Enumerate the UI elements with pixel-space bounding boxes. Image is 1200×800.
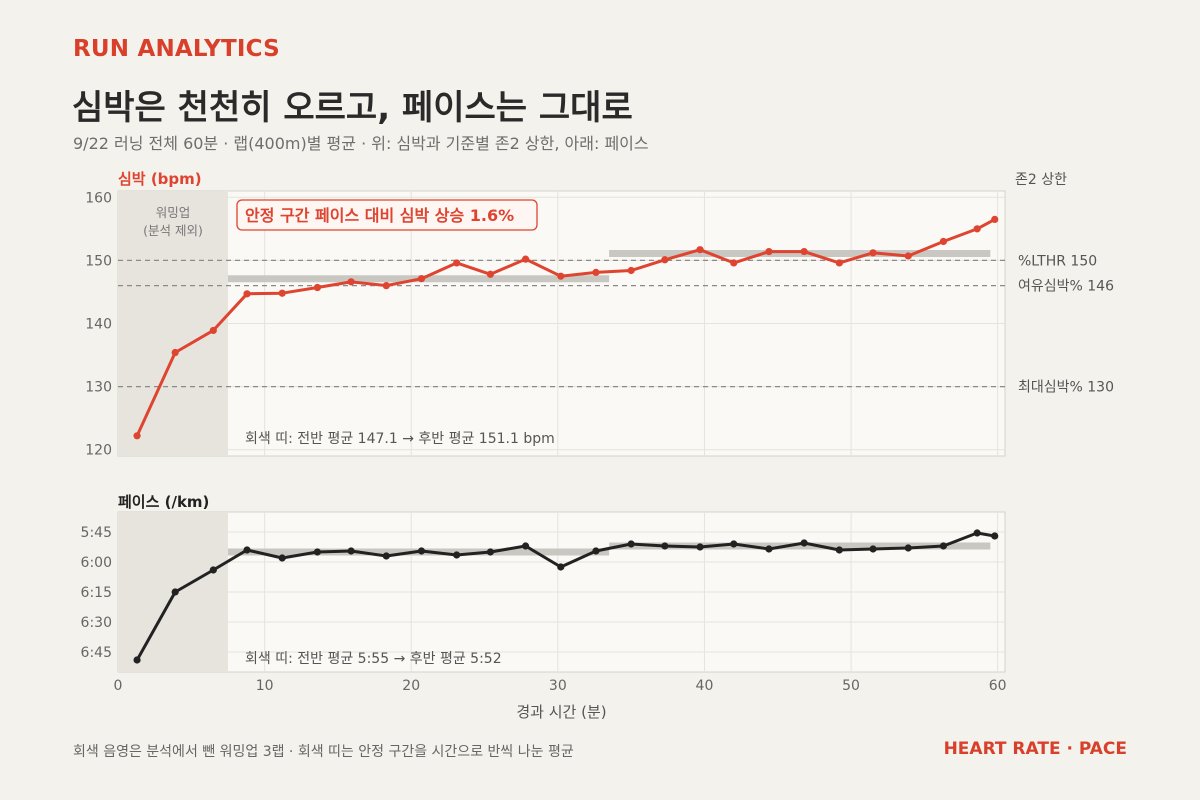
pace-point xyxy=(486,548,494,556)
hr-point xyxy=(243,290,251,298)
hr-point xyxy=(278,289,286,297)
page-subtitle: 9/22 러닝 전체 60분 · 랩(400m)별 평균 · 위: 심박과 기준… xyxy=(73,134,649,153)
pace-point xyxy=(696,543,704,551)
hr-point xyxy=(627,266,635,275)
reference-label: %LTHR 150 xyxy=(1018,253,1097,269)
pace-point xyxy=(765,545,773,553)
pace-point xyxy=(313,548,321,556)
hr-point xyxy=(133,432,141,440)
pace-point xyxy=(133,656,141,664)
hr-point xyxy=(521,255,530,263)
pace-point xyxy=(730,540,738,548)
hr-point xyxy=(382,282,390,290)
hr-point xyxy=(904,252,912,260)
hr-point xyxy=(453,259,461,267)
pace-point xyxy=(382,552,390,560)
pace-point xyxy=(661,542,669,550)
pace-series-line xyxy=(135,531,995,661)
pace-point xyxy=(973,529,981,537)
footer-note: 회색 음영은 분석에서 뺀 워밍업 3랩 · 회색 띠는 안정 구간을 시간으로… xyxy=(73,744,574,760)
x-tick-label: 50 xyxy=(842,678,860,694)
hr-y-tick-label: 130 xyxy=(85,380,112,396)
hr-point xyxy=(417,275,426,283)
pace-point xyxy=(800,539,808,547)
x-tick-label: 60 xyxy=(989,678,1007,694)
pace-point xyxy=(939,542,948,550)
pace-axis-title: 페이스 (/km) xyxy=(118,493,209,511)
hr-point xyxy=(313,283,321,292)
pace-point xyxy=(453,551,461,559)
callout-box xyxy=(236,199,538,231)
hr-series-line xyxy=(135,218,996,437)
hr-point xyxy=(973,225,981,233)
hr-point xyxy=(209,326,217,335)
pace-y-tick-label: 6:45 xyxy=(81,645,112,661)
pace-point xyxy=(209,566,217,574)
hr-point xyxy=(765,247,773,256)
reference-label: 여유심박% 146 xyxy=(1018,279,1114,295)
pace-y-tick-label: 5:45 xyxy=(81,525,112,541)
x-tick-label: 30 xyxy=(549,678,567,694)
x-axis-title: 경과 시간 (분) xyxy=(516,703,606,721)
hr-point xyxy=(592,268,600,276)
pace-point xyxy=(904,544,912,552)
pace-point xyxy=(278,554,286,562)
x-tick-label: 10 xyxy=(256,678,274,694)
pace-point xyxy=(835,546,843,554)
hr-point xyxy=(730,259,738,267)
x-tick-label: 20 xyxy=(402,678,420,694)
hr-point xyxy=(939,237,948,246)
x-tick-label: 40 xyxy=(696,678,714,694)
warmup-label: (분석 제외) xyxy=(143,223,203,238)
hr-y-tick-label: 160 xyxy=(85,190,112,206)
pace-point xyxy=(592,547,600,555)
brand-label: RUN ANALYTICS xyxy=(73,36,280,62)
pace-point xyxy=(417,547,426,555)
pace-y-tick-label: 6:00 xyxy=(81,555,112,571)
warmup-label: 워밍업 xyxy=(156,205,191,220)
hr-point xyxy=(696,246,704,254)
footer-brand: HEART RATE · PACE xyxy=(943,739,1127,759)
pace-band-annotation: 회색 띠: 전반 평균 5:55 → 후반 평균 5:52 xyxy=(245,651,502,667)
pace-y-tick-label: 6:30 xyxy=(81,615,112,631)
hr-point xyxy=(869,249,877,257)
pace-point xyxy=(557,563,565,571)
pace-point xyxy=(243,546,251,554)
pace-point xyxy=(869,545,877,553)
page-title: 심박은 천천히 오르고, 페이스는 그대로 xyxy=(72,88,633,128)
hr-y-tick-label: 120 xyxy=(85,443,112,459)
hr-y-tick-label: 150 xyxy=(85,253,112,269)
hr-point xyxy=(991,215,999,223)
callout-text: 안정 구간 페이스 대비 심박 상승 1.6% xyxy=(245,206,514,225)
hr-point xyxy=(661,256,669,264)
pace-point xyxy=(347,547,355,555)
hr-y-tick-label: 140 xyxy=(85,317,112,333)
reference-label: 최대심박% 130 xyxy=(1018,380,1114,396)
pace-point xyxy=(521,542,530,550)
hr-point xyxy=(557,272,565,280)
hr-point xyxy=(486,270,494,278)
hr-axis-title: 심박 (bpm) xyxy=(118,170,202,188)
hr-point xyxy=(347,278,355,286)
pace-point xyxy=(627,540,635,548)
hr-point xyxy=(835,259,843,267)
zone2-header-label: 존2 상한 xyxy=(1015,172,1067,188)
pace-y-tick-label: 6:15 xyxy=(81,585,112,601)
pace-point xyxy=(171,588,179,596)
hr-band-annotation: 회색 띠: 전반 평균 147.1 → 후반 평균 151.1 bpm xyxy=(245,431,555,447)
hr-point xyxy=(171,348,179,357)
hr-point xyxy=(800,247,808,256)
x-tick-label: 0 xyxy=(114,678,123,694)
pace-point xyxy=(991,532,999,540)
